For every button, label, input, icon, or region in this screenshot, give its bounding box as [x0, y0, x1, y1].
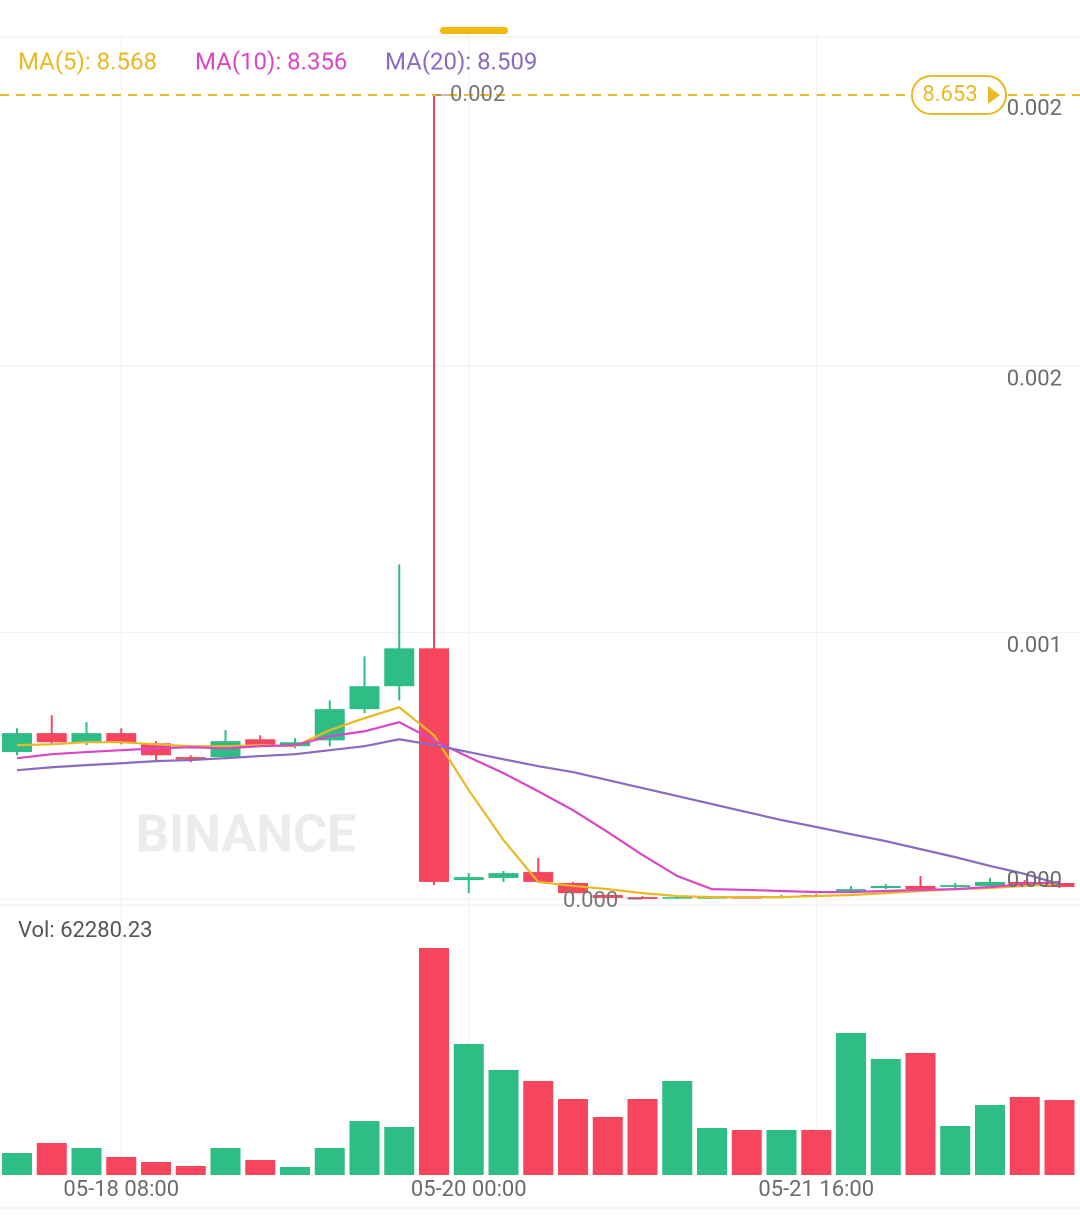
candle-body	[975, 881, 1005, 886]
legend-entry: MA(5): 8.568	[18, 47, 157, 75]
volume-bar	[592, 1116, 623, 1175]
volume-bar	[314, 1147, 345, 1175]
candle-body	[592, 895, 623, 898]
volume-bar	[488, 1069, 519, 1175]
candle-body	[627, 897, 658, 899]
candle-body	[488, 873, 519, 878]
volume-bar	[71, 1147, 102, 1175]
candle-body	[870, 885, 901, 889]
high-marker: 0.002	[450, 82, 505, 107]
tab-indicator	[440, 27, 508, 34]
volume-bar	[210, 1147, 241, 1175]
volume-bar	[558, 1098, 588, 1175]
price-tag-arrow	[988, 86, 1000, 104]
volume-bar	[2, 1152, 32, 1175]
candle-body	[349, 686, 380, 710]
volume-bar	[697, 1127, 727, 1175]
volume-bar	[731, 1129, 762, 1175]
price-tag-text: 8.653	[922, 82, 977, 107]
low-marker: 0.000	[563, 888, 618, 913]
top-price-label: 0.002	[1007, 96, 1062, 121]
volume-bar	[175, 1165, 206, 1175]
x-tick-label: 05-21 16:00	[758, 1177, 874, 1202]
candle-body	[2, 733, 32, 753]
candle-body	[384, 648, 415, 687]
candle-body	[662, 897, 693, 899]
x-tick-label: 05-20 00:00	[411, 1177, 527, 1202]
price-tag	[911, 75, 1007, 115]
candle-body	[175, 757, 206, 760]
legend-entry: MA(10): 8.356	[195, 47, 347, 75]
candle-body	[523, 872, 554, 882]
volume-label: Vol: 62280.23	[18, 918, 153, 943]
ma-line	[16, 738, 1060, 886]
candle-body	[36, 733, 67, 743]
candle-body	[453, 877, 484, 881]
candle-body	[245, 739, 276, 746]
volume-bar	[940, 1125, 971, 1175]
candle-body	[905, 885, 936, 890]
volume-bar	[245, 1159, 276, 1175]
volume-bar	[766, 1129, 797, 1175]
volume-bar	[453, 1043, 484, 1175]
volume-bar	[36, 1142, 67, 1175]
volume-bar	[905, 1052, 936, 1175]
candle-body	[419, 648, 449, 882]
candle-body	[106, 733, 137, 743]
volume-bar	[280, 1166, 310, 1175]
volume-bar	[384, 1126, 415, 1175]
volume-bar	[419, 947, 449, 1175]
volume-bar	[1009, 1096, 1040, 1175]
candle-body	[558, 883, 588, 894]
volume-bar	[1044, 1099, 1075, 1175]
volume-bar	[870, 1058, 901, 1175]
volume-bar	[975, 1104, 1005, 1175]
volume-bar	[141, 1161, 171, 1175]
ma-line	[16, 721, 1060, 894]
candle-body	[71, 733, 102, 743]
volume-bar	[627, 1098, 658, 1175]
y-tick-label: 0.000	[1007, 868, 1062, 893]
x-tick-label: 05-18 08:00	[63, 1177, 179, 1202]
candle-body	[836, 889, 866, 891]
volume-bar	[349, 1120, 380, 1175]
y-tick-label: 0.002	[1007, 366, 1062, 391]
volume-bar	[836, 1032, 866, 1175]
watermark: BINANCE	[136, 804, 356, 865]
candle-body	[940, 885, 971, 887]
volume-bar	[106, 1156, 137, 1175]
volume-bar	[662, 1080, 693, 1175]
volume-bar	[801, 1129, 832, 1175]
volume-bar	[523, 1080, 554, 1175]
y-tick-label: 0.001	[1007, 633, 1062, 658]
legend-entry: MA(20): 8.509	[385, 47, 537, 75]
